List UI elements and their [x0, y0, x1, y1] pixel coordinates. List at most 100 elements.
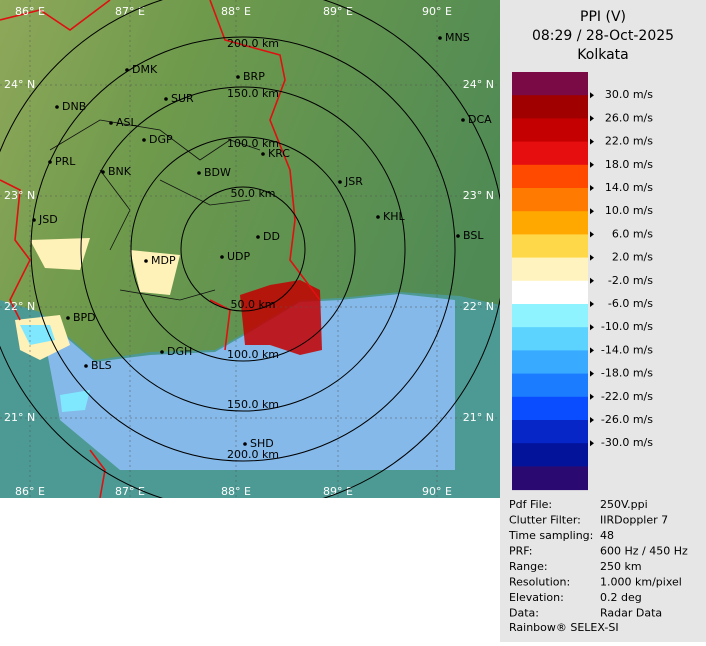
legend-label: -6.0 m/s [608, 297, 653, 310]
legend-label: 2.0 m/s [612, 251, 653, 264]
legend-band [512, 72, 588, 96]
legend-arrow [590, 161, 594, 168]
info-key: Data: [509, 607, 539, 620]
legend-arrow [590, 115, 594, 122]
city-label: DGP [149, 133, 173, 146]
range-ring [180, 186, 306, 312]
info-value: 0.2 deg [600, 591, 642, 604]
range-ring [80, 86, 406, 412]
city-label: DMK [132, 63, 158, 76]
lon-label: 88° E [221, 5, 251, 18]
city-dot [125, 68, 129, 72]
legend-label: 10.0 m/s [605, 204, 653, 217]
city-dot [48, 160, 52, 164]
legend-label: 30.0 m/s [605, 88, 653, 101]
city-label: UDP [227, 250, 251, 263]
legend-arrow [590, 370, 594, 377]
city-dot [109, 121, 113, 125]
lat-label: 21° N [4, 411, 35, 424]
ring-label: 100.0 km [227, 348, 279, 361]
legend-band [512, 164, 588, 189]
info: Rainbow® SELEX-SI Pdf File: 250V.ppi Clutt… [508, 498, 688, 634]
city-dot [160, 350, 164, 354]
lon-label: 86° E [15, 485, 45, 498]
city-dot [236, 75, 240, 79]
city-dot [243, 442, 247, 446]
legend-arrow [590, 138, 594, 145]
range-rings: 50.0 km 100.0 km 150.0 km 200.0 km 50.0 km 10… [0, 0, 500, 498]
legend-band [512, 280, 588, 305]
ring-label: 200.0 km [227, 448, 279, 461]
legend-arrow [590, 231, 594, 238]
info-key: Pdf File: [509, 498, 552, 511]
city-dot [456, 234, 460, 238]
city-label: SHD [250, 437, 274, 450]
city-label: KHL [383, 210, 405, 223]
info-value: 250V.ppi [600, 498, 648, 511]
info-value: 1.000 km/pixel [600, 576, 682, 589]
info-key: PRF: [509, 545, 532, 558]
echo-patch [15, 238, 180, 360]
legend-band [512, 304, 588, 328]
legend-band [512, 95, 588, 119]
map: 86° E 86° E 87° E 87° E 88° E 88° E 89° E 89° E… [0, 0, 500, 498]
info-key: Range: [509, 560, 548, 573]
city-dot [461, 118, 465, 122]
legend-label: -26.0 m/s [601, 413, 653, 426]
legend-label: -18.0 m/s [601, 367, 653, 380]
city-dot [32, 218, 36, 222]
city-label: BPD [73, 311, 96, 324]
echo-patch [20, 325, 90, 412]
lon-label: 86° E [15, 5, 45, 18]
ring-label: 100.0 km [227, 137, 279, 150]
legend-arrow [590, 92, 594, 99]
city-dot [66, 316, 70, 320]
city-label: BDW [204, 166, 231, 179]
city-dot [338, 180, 342, 184]
info-value: 48 [600, 529, 614, 542]
legend-label: 6.0 m/s [612, 227, 653, 240]
legend-arrow [590, 440, 594, 447]
city-label: DGH [167, 345, 192, 358]
legend-band [512, 257, 588, 282]
lon-label: 87° E [115, 485, 145, 498]
city-label: BSL [463, 229, 484, 242]
lon-label: 89° E [323, 5, 353, 18]
legend-band [512, 373, 588, 398]
legend-arrow [590, 208, 594, 215]
city-dot [84, 364, 88, 368]
legend-arrow [590, 324, 594, 331]
info-key: Time sampling: [508, 529, 593, 542]
city-label: DD [263, 230, 280, 243]
city-dot [55, 105, 59, 109]
legend-band [512, 420, 588, 444]
legend-band [512, 466, 588, 491]
lat-label: 23° N [4, 189, 35, 202]
lat-label: 22° N [4, 300, 35, 313]
legend-arrow [590, 277, 594, 284]
legend-band [512, 141, 588, 166]
city-dot [197, 171, 201, 175]
city-label: SUR [171, 92, 194, 105]
city-dot [142, 138, 146, 142]
legend-band [512, 327, 588, 351]
lat-label: 21° N [463, 411, 494, 424]
lon-label: 90° E [422, 5, 452, 18]
city-label: DNB [62, 100, 86, 113]
city-dot [438, 36, 442, 40]
lon-label: 88° E [221, 485, 251, 498]
legend-label: -22.0 m/s [601, 390, 653, 403]
city-dot [144, 259, 148, 263]
info-value: 250 km [600, 560, 642, 573]
city-label: BNK [108, 165, 132, 178]
legend-label: 18.0 m/s [605, 158, 653, 171]
legend-label: 22.0 m/s [605, 135, 653, 148]
legend-arrow [590, 393, 594, 400]
info-key: Elevation: [509, 591, 564, 604]
city-dot [376, 215, 380, 219]
legend-label: 14.0 m/s [605, 181, 653, 194]
legend-band [512, 443, 588, 467]
legend-band [512, 234, 588, 259]
legend-band [512, 118, 588, 143]
city-label: MNS [445, 31, 470, 44]
